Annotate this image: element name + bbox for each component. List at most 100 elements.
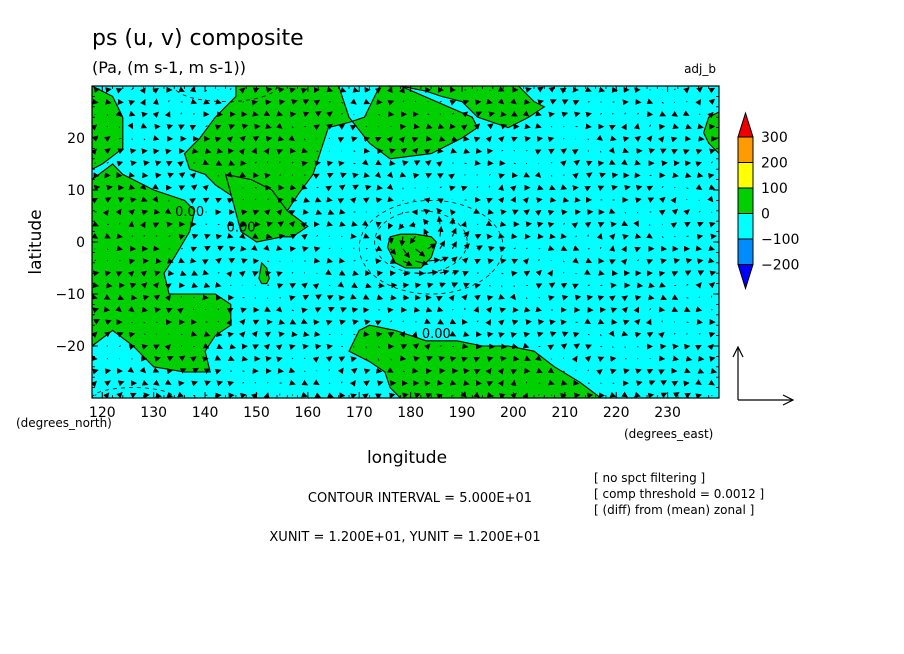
wind-vector <box>672 172 679 179</box>
wind-vector <box>436 306 444 313</box>
wind-vector <box>513 162 516 165</box>
wind-vector <box>548 379 555 386</box>
wind-vector <box>201 259 209 265</box>
wind-vector <box>276 209 283 216</box>
wind-vector <box>547 270 553 277</box>
wind-vector <box>498 196 505 204</box>
wind-vector <box>685 355 693 362</box>
wind-vector <box>648 148 656 154</box>
wind-vector <box>449 99 457 106</box>
wind-vector <box>349 125 357 131</box>
x-tick-label: 190 <box>449 405 476 421</box>
wind-vector <box>339 221 346 227</box>
wind-vector <box>350 293 357 300</box>
wind-vector <box>190 184 198 191</box>
wind-vector <box>648 294 655 301</box>
wind-vector <box>152 135 160 141</box>
wind-vector <box>683 209 690 216</box>
wind-vector <box>487 258 494 265</box>
wind-vector <box>353 260 356 262</box>
wind-vector <box>266 221 273 228</box>
wind-vector <box>338 270 346 276</box>
wind-vector <box>415 88 418 91</box>
wind-vector <box>698 296 700 298</box>
wind-vector <box>449 330 457 337</box>
wind-vector <box>449 209 457 216</box>
wind-vector <box>116 392 123 398</box>
wind-vector <box>649 124 651 127</box>
colorbar-segment <box>737 238 754 265</box>
wind-vector <box>488 173 491 176</box>
wind-vector <box>314 196 322 203</box>
wind-vector <box>313 99 321 106</box>
wind-vector <box>510 369 518 375</box>
wind-vector <box>510 379 517 387</box>
x-tick-label: 170 <box>346 405 373 421</box>
wind-vector <box>473 391 480 398</box>
wind-vector <box>127 270 135 278</box>
wind-vector <box>104 319 112 326</box>
wind-vector <box>226 270 233 278</box>
wind-vector <box>673 258 681 264</box>
wind-vector <box>485 367 492 375</box>
wind-vector <box>277 197 284 204</box>
wind-vector <box>708 98 716 105</box>
wind-vector <box>672 355 679 362</box>
wind-vector <box>326 111 333 118</box>
wind-vector <box>92 197 98 204</box>
wind-vector <box>660 294 668 301</box>
wind-vector <box>204 380 211 387</box>
wind-vector <box>166 392 173 398</box>
wind-vector <box>500 123 508 130</box>
wind-vector <box>374 171 382 178</box>
wind-vector <box>106 260 108 262</box>
wind-vector <box>351 307 359 314</box>
wind-vector <box>425 393 433 398</box>
wind-vector <box>131 358 133 360</box>
wind-vector <box>202 159 210 166</box>
wind-vector <box>350 356 357 363</box>
wind-vector <box>191 233 199 240</box>
wind-vector <box>550 161 553 164</box>
wind-vector <box>474 234 482 240</box>
wind-vector <box>686 187 689 190</box>
wind-vector <box>461 257 469 264</box>
wind-vector <box>386 136 393 143</box>
wind-vector <box>658 331 665 339</box>
wind-vector <box>217 175 220 177</box>
wind-vector <box>634 331 642 338</box>
wind-vector <box>634 246 641 253</box>
wind-vector <box>608 330 615 337</box>
wind-vector <box>190 356 197 363</box>
wind-vector <box>686 333 688 335</box>
wind-vector <box>291 271 294 274</box>
wind-vector <box>215 233 223 240</box>
wind-vector <box>252 209 260 216</box>
wind-vector <box>141 111 148 118</box>
wind-vector <box>510 98 517 105</box>
wind-vector <box>328 235 330 237</box>
wind-vector <box>486 295 494 301</box>
wind-vector <box>427 257 441 264</box>
wind-vector <box>363 98 371 105</box>
wind-vector <box>537 99 544 106</box>
wind-vector <box>427 333 429 335</box>
wind-vector <box>375 393 382 398</box>
wind-vector <box>337 198 345 204</box>
wind-vector <box>682 110 690 116</box>
wind-vector <box>129 148 137 155</box>
wind-vector <box>140 99 146 106</box>
wind-vector <box>635 368 642 375</box>
wind-vector <box>707 111 714 119</box>
wind-vector <box>155 235 158 237</box>
wind-vector <box>115 305 122 313</box>
wind-vector <box>202 342 210 349</box>
wind-vector <box>340 247 343 250</box>
y-axis-label: latitude <box>26 209 46 274</box>
wind-vector <box>461 294 468 301</box>
wind-vector <box>279 174 282 176</box>
wind-vector <box>128 331 136 338</box>
wind-vector <box>402 100 405 103</box>
wind-vector <box>402 392 409 398</box>
